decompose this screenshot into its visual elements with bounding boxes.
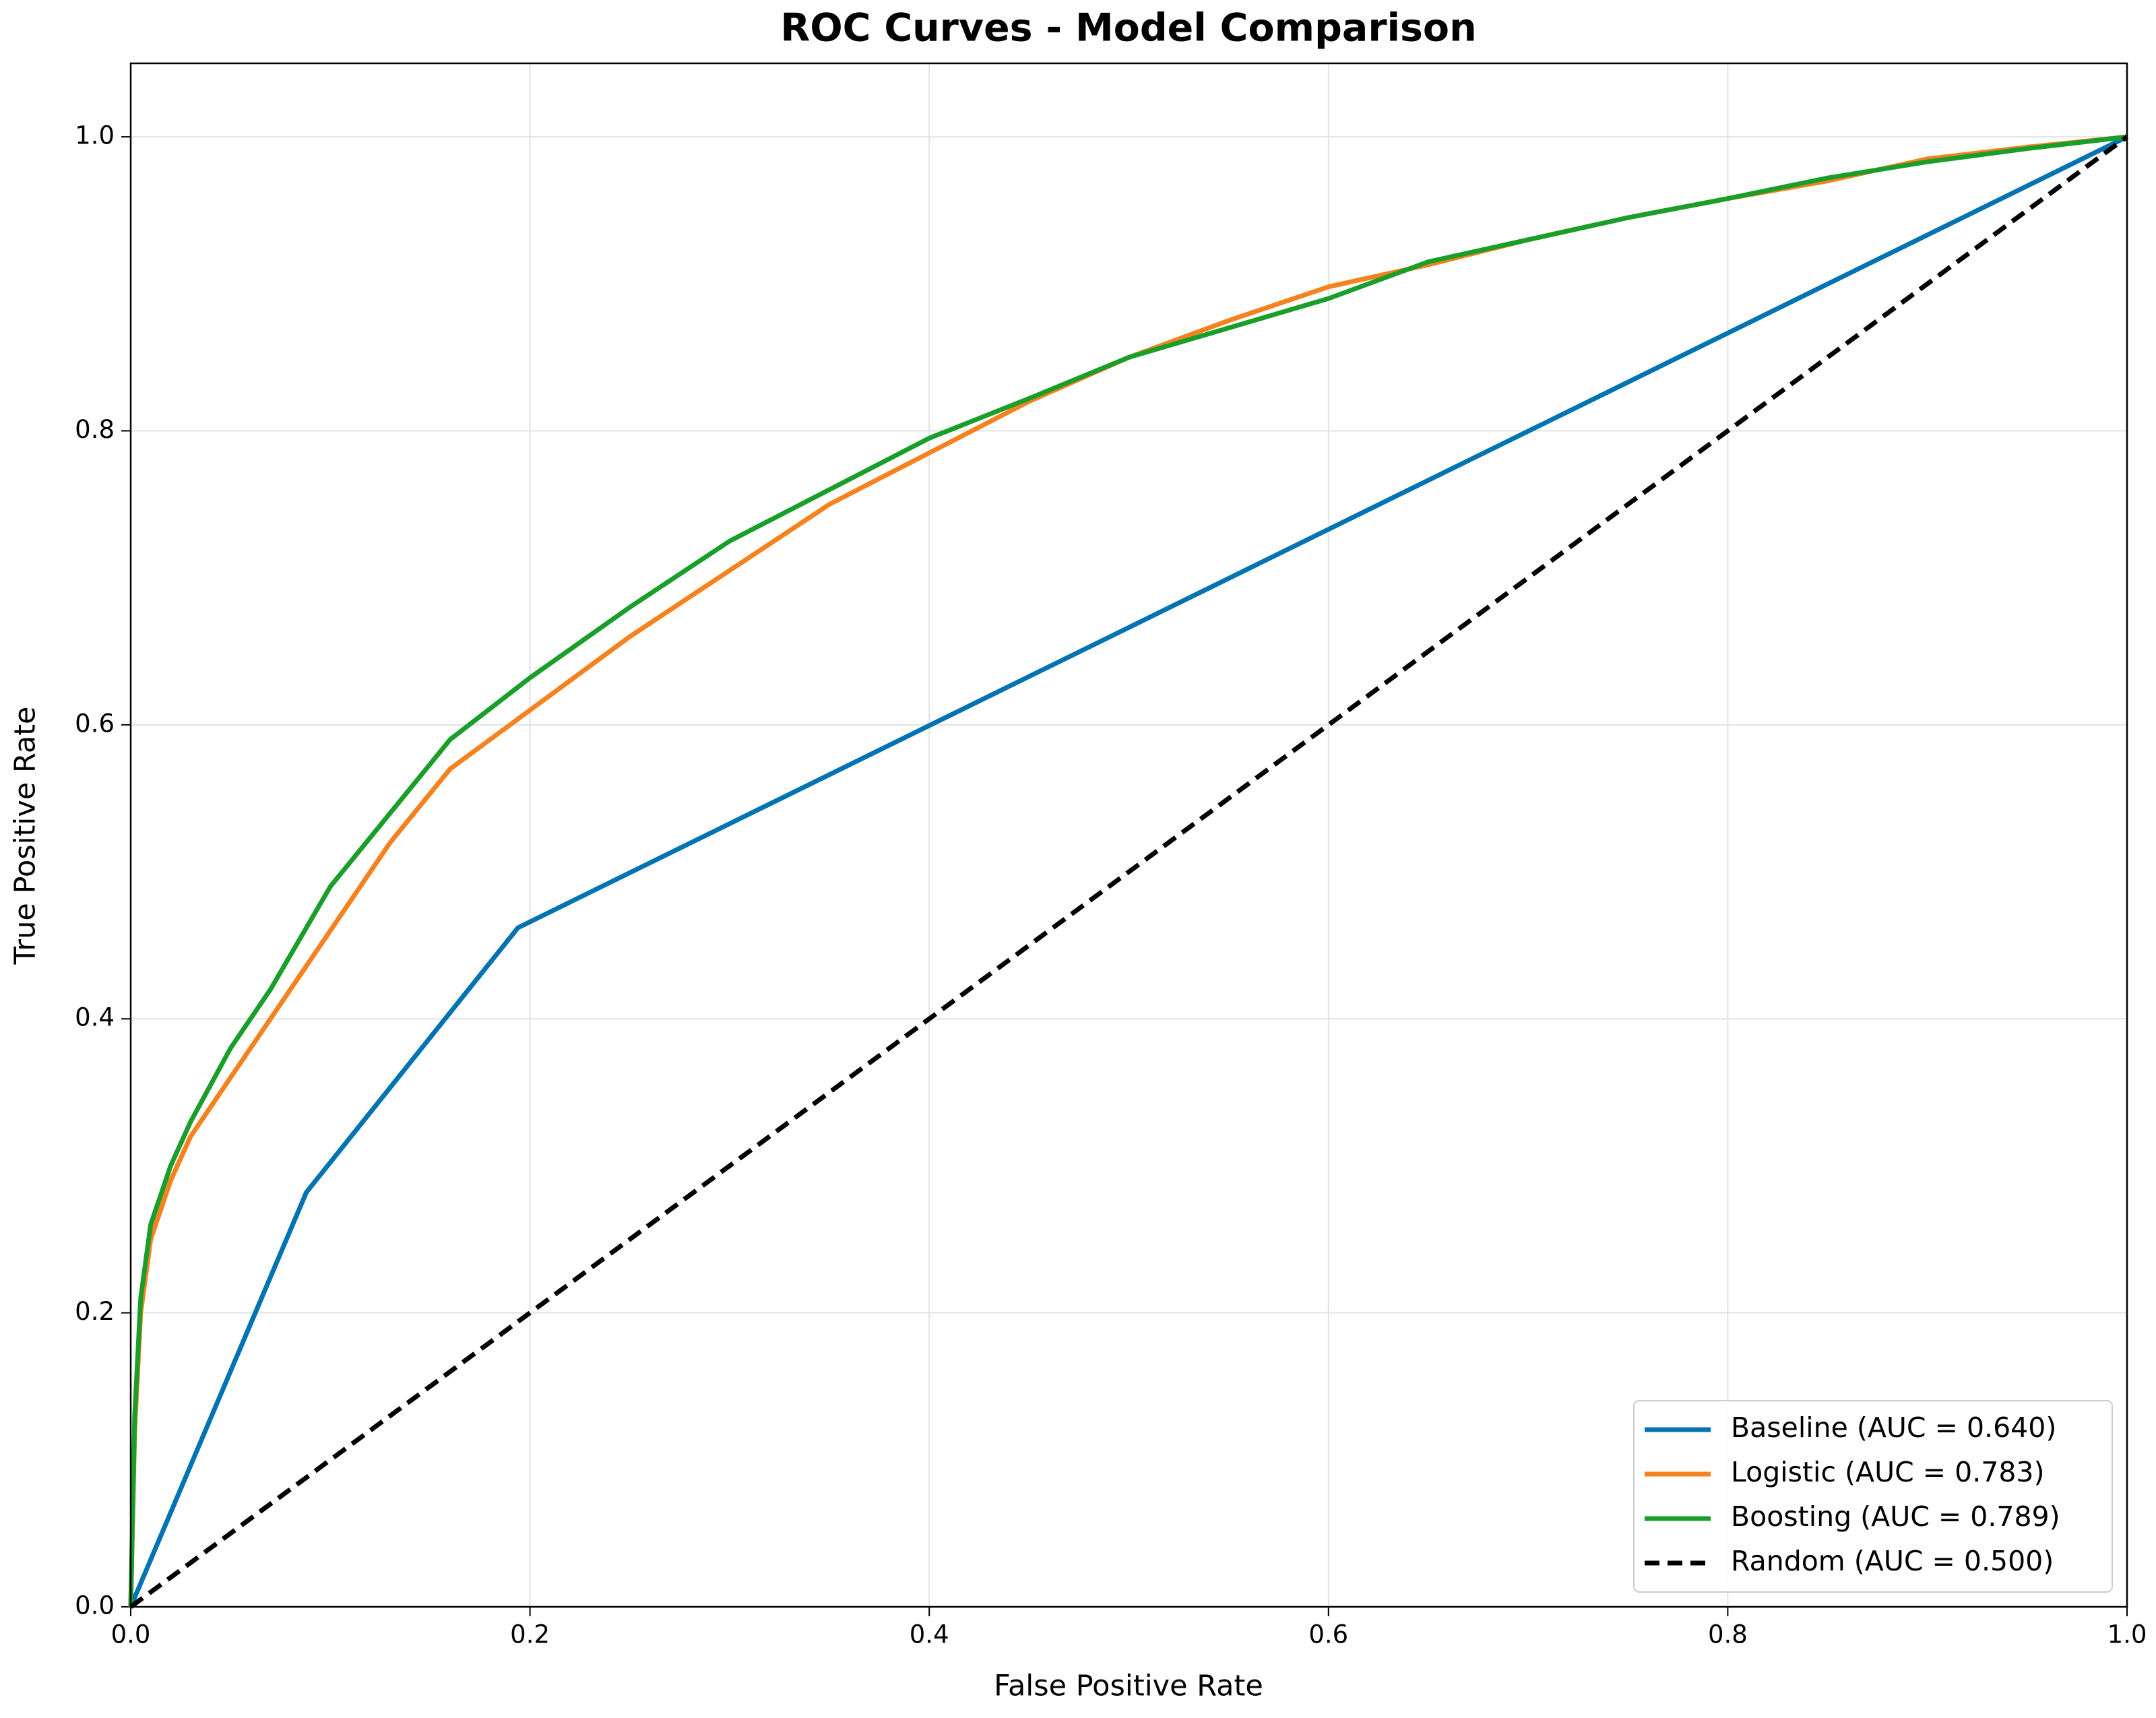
legend-label: Random (AUC = 0.500) [1731,1545,2054,1577]
legend-box [1633,1400,2113,1593]
x-tick-label: 0.8 [1708,1620,1748,1649]
x-tick-label: 0.0 [111,1620,151,1649]
x-tick-label: 0.4 [910,1620,949,1649]
roc-curve [128,134,2128,1608]
y-axis-label: True Positive Rate [9,706,42,965]
legend-label: Logistic (AUC = 0.783) [1731,1456,2045,1488]
chart-title: ROC Curves - Model Comparison [780,6,1476,51]
y-tick-label: 1.0 [75,121,115,150]
roc-curve [129,135,2129,1609]
legend-label: Boosting (AUC = 0.789) [1731,1500,2060,1533]
plot-frame [129,62,2128,1608]
y-tick-label: 0.8 [75,415,115,444]
x-tick-label: 0.6 [1308,1620,1348,1649]
x-tick-label: 1.0 [2107,1620,2147,1649]
y-tick-label: 0.2 [75,1297,115,1326]
y-tick-label: 0.4 [75,1003,115,1032]
roc-curve [128,134,2128,1608]
x-axis-label: False Positive Rate [994,1669,1263,1703]
legend-label: Baseline (AUC = 0.640) [1731,1411,2056,1444]
x-tick-label: 0.2 [510,1620,550,1649]
y-tick-label: 0.0 [75,1591,115,1620]
y-tick-label: 0.6 [75,709,115,738]
